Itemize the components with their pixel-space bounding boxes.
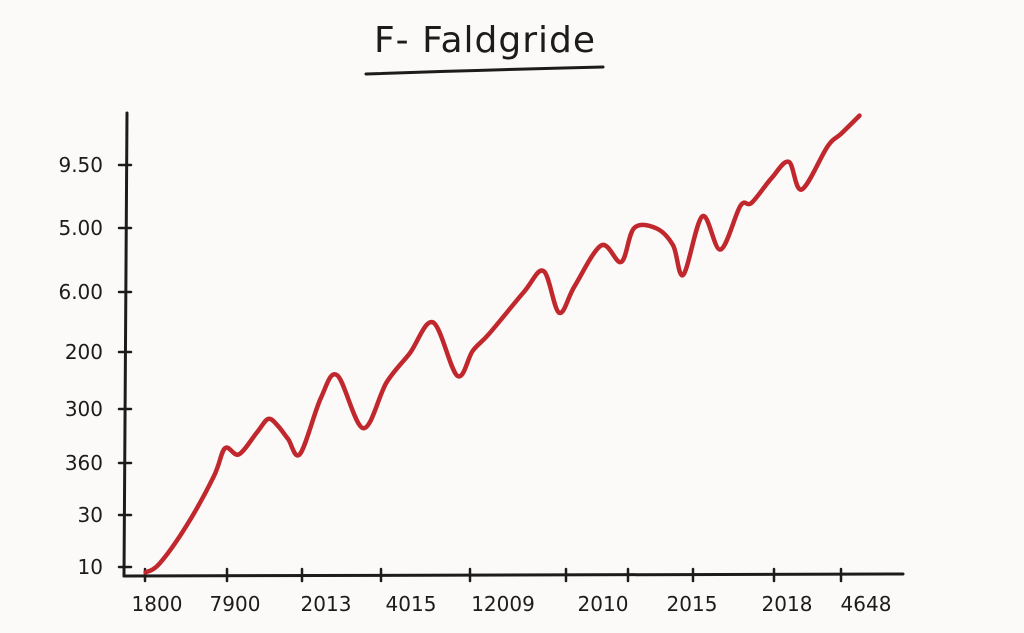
x-tick-label: 2013 (301, 592, 352, 616)
y-axis (122, 111, 129, 578)
x-tick-label: 4648 (841, 592, 892, 616)
y-tick-label: 6.00 (58, 280, 103, 304)
x-tick-label: 4015 (386, 592, 437, 616)
x-tick-label: 2015 (667, 592, 718, 616)
chart-title: F- Faldgride (374, 20, 596, 61)
x-tick-label: 2018 (762, 592, 813, 616)
x-tick-label: 7900 (210, 592, 261, 616)
y-tick-label: 9.50 (58, 153, 103, 177)
x-axis (122, 572, 905, 578)
x-tick-label: 2010 (578, 592, 629, 616)
y-tick-label: 300 (65, 397, 103, 421)
x-tick-label: 12009 (471, 592, 535, 616)
y-tick-label: 360 (65, 451, 103, 475)
y-tick-label: 10 (78, 555, 103, 579)
y-tick-label: 200 (65, 340, 103, 364)
x-axis-ticks: 1800 7900 2013 4015 12009 2010 2015 2018 4648 (132, 567, 892, 616)
series-line-1 (143, 113, 862, 575)
x-tick-label: 1800 (132, 592, 183, 616)
title-underline (364, 65, 605, 76)
series-layer (143, 113, 862, 575)
y-tick-label: 5.00 (58, 216, 103, 240)
y-axis-ticks: 10 30 360 300 200 6.00 5.00 9.50 (58, 153, 133, 579)
y-tick-label: 30 (78, 503, 103, 527)
